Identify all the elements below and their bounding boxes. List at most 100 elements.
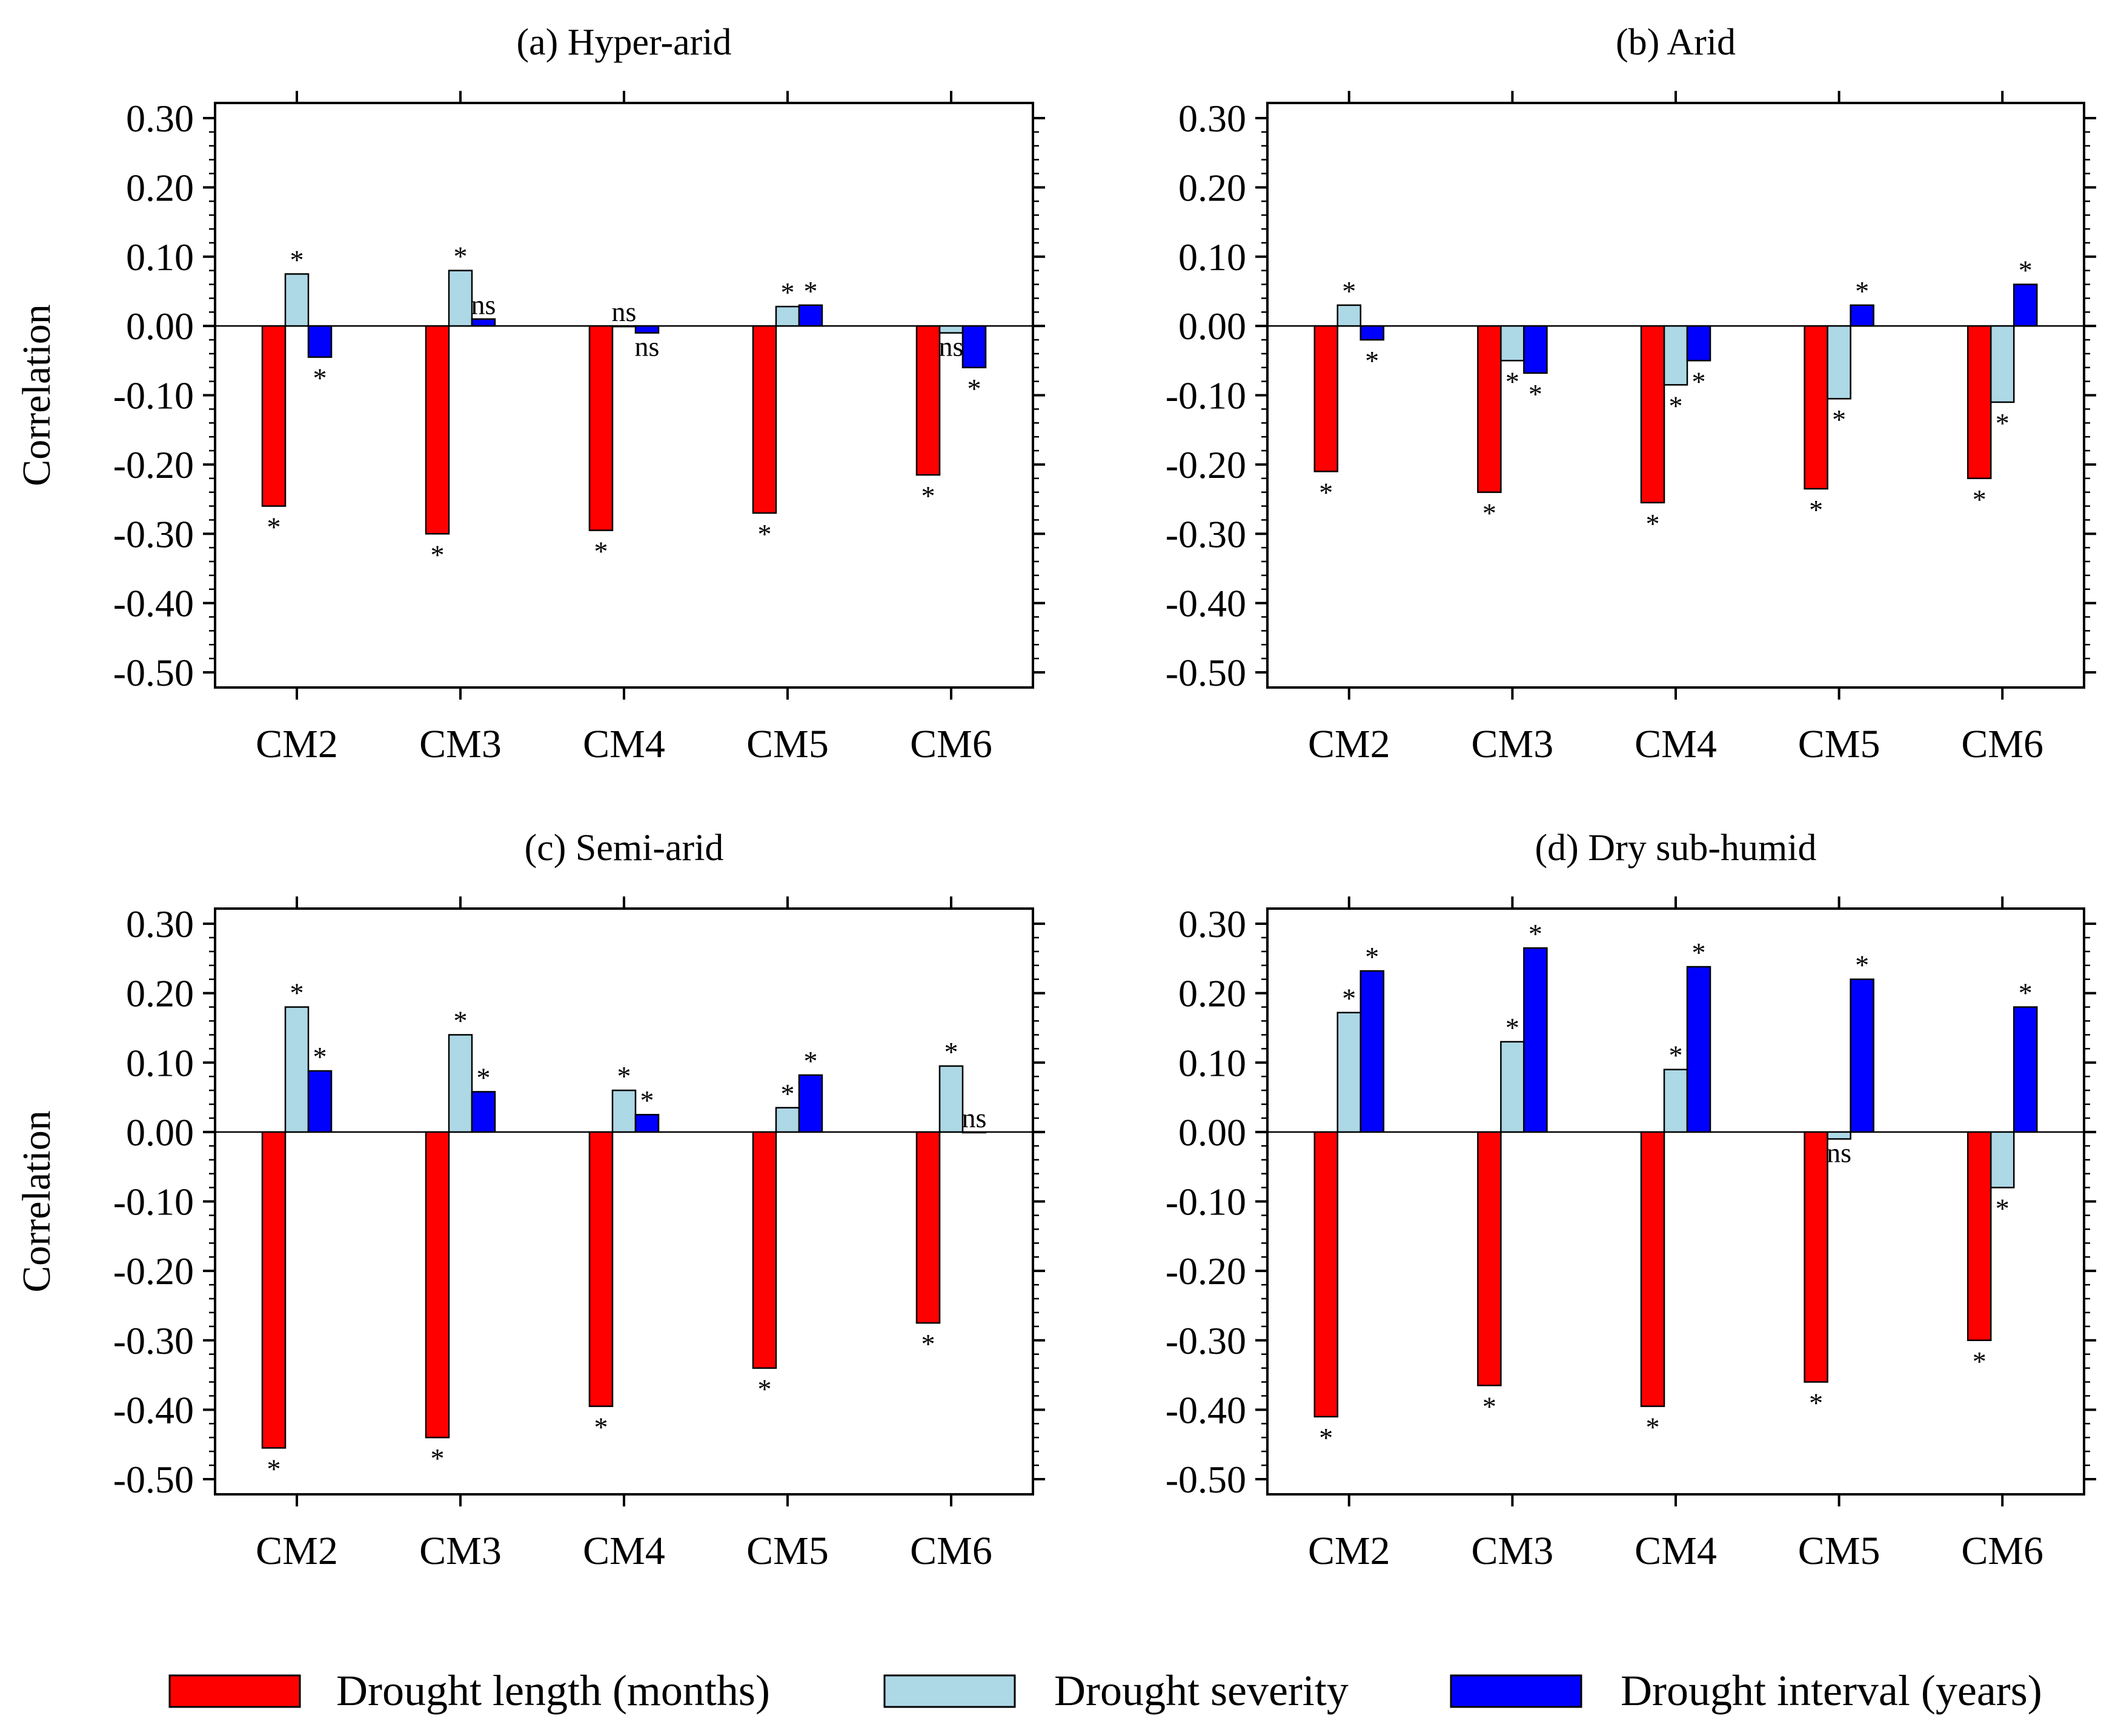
significance-label: ns (939, 331, 964, 362)
y-axis-label: Correlation (15, 1110, 59, 1293)
bar-interval (798, 304, 823, 327)
x-tick-label: CM5 (746, 1529, 829, 1573)
significance-label: * (640, 1085, 654, 1116)
bar-interval (471, 318, 496, 327)
y-tick-label: -0.50 (1166, 651, 1246, 694)
bar-length (1477, 325, 1502, 493)
bar-length (425, 1131, 450, 1439)
legend-item: Drought length (months) (168, 1666, 770, 1715)
bar-severity (1990, 1131, 2015, 1188)
significance-label: * (1973, 1346, 1987, 1377)
x-tick-label: CM3 (1472, 1529, 1554, 1573)
significance-label: * (617, 1061, 631, 1092)
y-tick-label: -0.20 (1166, 443, 1246, 486)
y-tick-label: 0.30 (1178, 903, 1246, 946)
x-tick-label: CM5 (1798, 722, 1880, 766)
x-tick-label: CM6 (1961, 1529, 2043, 1573)
x-tick-label: CM2 (1308, 1529, 1390, 1573)
bar-interval (1359, 970, 1385, 1133)
panel-title: (c) Semi-arid (525, 827, 724, 869)
significance-label: * (1505, 366, 1519, 397)
y-tick-label: -0.30 (1166, 1319, 1246, 1362)
significance-label: * (804, 1045, 818, 1076)
bar-length (261, 1131, 287, 1449)
significance-label: * (1669, 390, 1683, 421)
bar-interval (634, 1113, 660, 1133)
y-tick-label: -0.40 (1166, 1388, 1246, 1431)
significance-label: * (267, 1453, 281, 1484)
bar-interval (2013, 283, 2038, 327)
significance-label: * (1319, 477, 1333, 508)
bar-interval (471, 1091, 496, 1133)
significance-label: * (454, 1005, 468, 1036)
legend-swatch-severity (883, 1674, 1016, 1708)
y-tick-label: 0.30 (126, 903, 194, 946)
bar-interval (1850, 304, 1874, 327)
y-tick-label: -0.30 (113, 512, 194, 555)
bar-length (1313, 325, 1339, 472)
bar-severity (1827, 325, 1851, 400)
y-tick-label: 0.10 (126, 1041, 194, 1084)
significance-label: * (1342, 983, 1356, 1014)
legend-swatch-interval (1450, 1674, 1582, 1708)
y-tick-label: 0.30 (1178, 97, 1246, 140)
y-tick-label: 0.10 (1178, 1041, 1246, 1084)
significance-label: * (2019, 255, 2033, 286)
significance-label: ns (471, 290, 496, 320)
x-tick-label: CM2 (256, 722, 338, 766)
x-tick-label: CM4 (583, 722, 665, 766)
panel-title: (d) Dry sub-humid (1535, 827, 1817, 869)
bar-length (1477, 1131, 1502, 1386)
bar-interval (1359, 325, 1385, 341)
bar-interval (961, 1131, 987, 1134)
bar-interval (1850, 978, 1874, 1133)
bar-interval (2013, 1006, 2038, 1133)
y-tick-label: 0.20 (126, 166, 194, 209)
significance-label: * (313, 363, 327, 394)
legend-item: Drought severity (883, 1666, 1349, 1715)
y-tick-label: 0.20 (1178, 166, 1246, 209)
significance-label: * (1505, 1012, 1519, 1043)
bar-severity (448, 1034, 473, 1133)
significance-label: * (1809, 494, 1823, 525)
significance-label: * (1646, 1412, 1660, 1443)
x-tick-label: CM4 (1635, 722, 1717, 766)
significance-label: * (758, 1374, 772, 1405)
bar-severity (284, 1006, 310, 1133)
significance-label: * (1319, 1422, 1333, 1453)
significance-label: * (1529, 918, 1542, 949)
significance-label: * (1973, 484, 1987, 515)
y-tick-label: -0.50 (113, 1458, 194, 1501)
significance-label: * (921, 480, 935, 511)
y-tick-label: -0.20 (113, 443, 194, 486)
chart-panel: (c) Semi-arid 0.30 0.20 0.10 0.00 -0.10 -0.20 -… (15, 827, 1045, 1573)
bar-length (261, 325, 287, 507)
y-axis-label: Correlation (15, 304, 59, 486)
bar-severity (775, 305, 800, 327)
plot-frame (214, 102, 1034, 689)
y-tick-label: 0.10 (126, 236, 194, 279)
bar-severity (1336, 304, 1362, 327)
significance-label: * (804, 276, 818, 306)
y-tick-label: 0.00 (1178, 305, 1246, 348)
significance-label: ns (962, 1102, 987, 1133)
bar-length (1967, 1131, 1992, 1341)
significance-label: * (758, 518, 772, 549)
significance-label: * (1855, 276, 1869, 306)
significance-label: * (1692, 937, 1706, 968)
bar-length (588, 325, 614, 531)
y-tick-label: 0.30 (126, 97, 194, 140)
panel-title: (a) Hyper-arid (516, 22, 731, 63)
x-tick-label: CM2 (256, 1529, 338, 1573)
panels: (a) Hyper-arid 0.30 0.20 0.10 0.00 -0.10 -0.20… (15, 22, 2096, 1573)
significance-label: * (1365, 345, 1379, 376)
bar-severity (1663, 325, 1688, 386)
bar-severity (611, 1089, 637, 1133)
bar-interval (1686, 966, 1711, 1133)
bar-length (588, 1131, 614, 1407)
significance-label: * (1482, 498, 1496, 529)
bar-interval (1523, 325, 1548, 374)
y-tick-label: -0.30 (113, 1319, 194, 1362)
y-tick-label: -0.40 (113, 582, 194, 625)
significance-label: * (454, 241, 468, 272)
